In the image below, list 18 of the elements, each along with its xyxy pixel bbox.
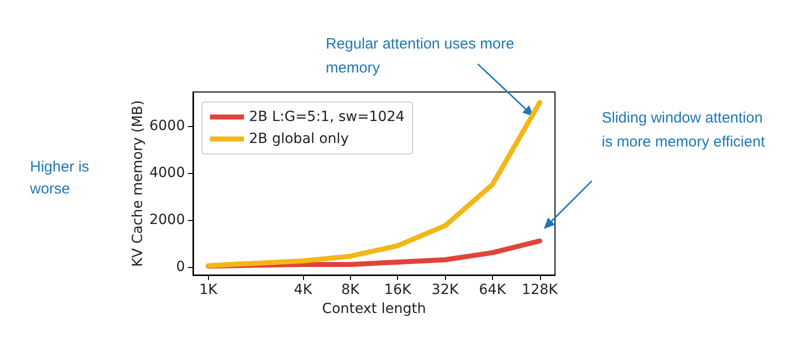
legend-label: 2B L:G=5:1, sw=1024	[249, 109, 405, 125]
text: Higher is worse	[29, 158, 94, 198]
y-tick-label: 6000	[149, 118, 185, 134]
x-tick-label: 8K	[341, 282, 360, 298]
y-tick-label: 2000	[149, 212, 185, 228]
x-tick-label: 16K	[384, 282, 412, 298]
x-tick-label: 4K	[294, 282, 313, 298]
y-tick-label: 4000	[149, 164, 185, 181]
text: Sliding window attention is more memory efficient	[602, 110, 767, 150]
x-tick-label: 32K	[432, 282, 460, 298]
x-axis-title: Context length	[322, 300, 426, 317]
x-tick-label: 64K	[478, 282, 507, 298]
legend-label: 2B global only	[249, 131, 349, 147]
annotation: Regular attention uses more memory	[326, 36, 518, 76]
y-axis-title: KV Cache memory (MB)	[130, 100, 146, 267]
y-tick-label: 0	[176, 258, 185, 275]
x-tick-label: 1K	[199, 282, 218, 298]
x-tick-label: 128K	[522, 282, 559, 298]
